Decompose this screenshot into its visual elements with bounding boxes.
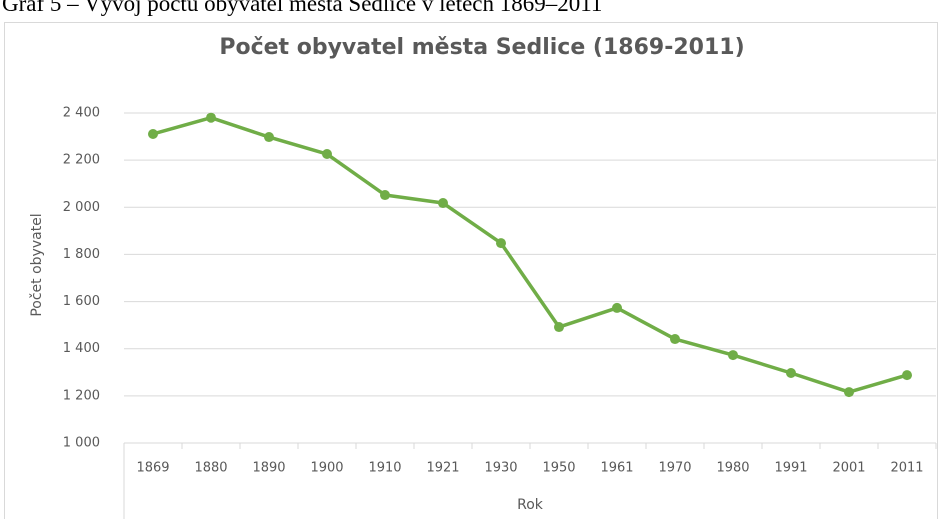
caption: Graf 5 – Vývoj počtu obyvatel města Sedl…: [2, 0, 602, 16]
x-tick-label: 1880: [194, 461, 227, 476]
x-tick-label: 1930: [484, 461, 517, 476]
marker: [554, 322, 564, 333]
marker: [206, 112, 216, 123]
y-tick-label: 2 000: [63, 200, 100, 215]
x-tick-label: 2001: [832, 461, 865, 476]
x-tick-label: 1910: [368, 461, 401, 476]
marker: [902, 370, 912, 381]
marker: [264, 132, 274, 143]
x-tick-label: 1950: [542, 461, 575, 476]
x-tick-label: 2011: [890, 461, 923, 476]
x-tick-label: 1890: [252, 461, 285, 476]
y-tick-label: 2 200: [63, 153, 100, 168]
marker: [438, 198, 448, 209]
marker: [380, 190, 390, 201]
y-tick-label: 1 600: [63, 294, 100, 309]
y-tick-label: 1 200: [63, 388, 100, 403]
marker: [670, 334, 680, 345]
x-axis-label: Rok: [517, 497, 544, 513]
marker: [728, 350, 738, 361]
chart-frame: [4, 22, 938, 519]
x-tick-label: 1980: [716, 461, 749, 476]
x-tick-label: 1961: [600, 461, 633, 476]
marker: [322, 149, 332, 160]
chart-title: Počet obyvatel města Sedlice (1869-2011): [219, 35, 744, 60]
marker: [786, 367, 796, 378]
x-tick-label: 1970: [658, 461, 691, 476]
y-tick-label: 2 400: [63, 106, 100, 121]
y-tick-label: 1 800: [63, 247, 100, 262]
y-axis-label: Počet obyvatel: [29, 213, 45, 316]
marker: [496, 238, 506, 249]
marker: [612, 302, 622, 313]
line: [152, 115, 908, 394]
y-tick-label: 1 000: [63, 436, 100, 451]
marker: [148, 128, 158, 139]
x-tick-label: 1869: [136, 461, 169, 476]
y-tick-label: 1 400: [63, 341, 100, 356]
x-tick-label: 1991: [774, 461, 807, 476]
x-tick-label: 1921: [426, 461, 459, 476]
x-tick-label: 1900: [310, 461, 343, 476]
marker: [844, 387, 854, 398]
